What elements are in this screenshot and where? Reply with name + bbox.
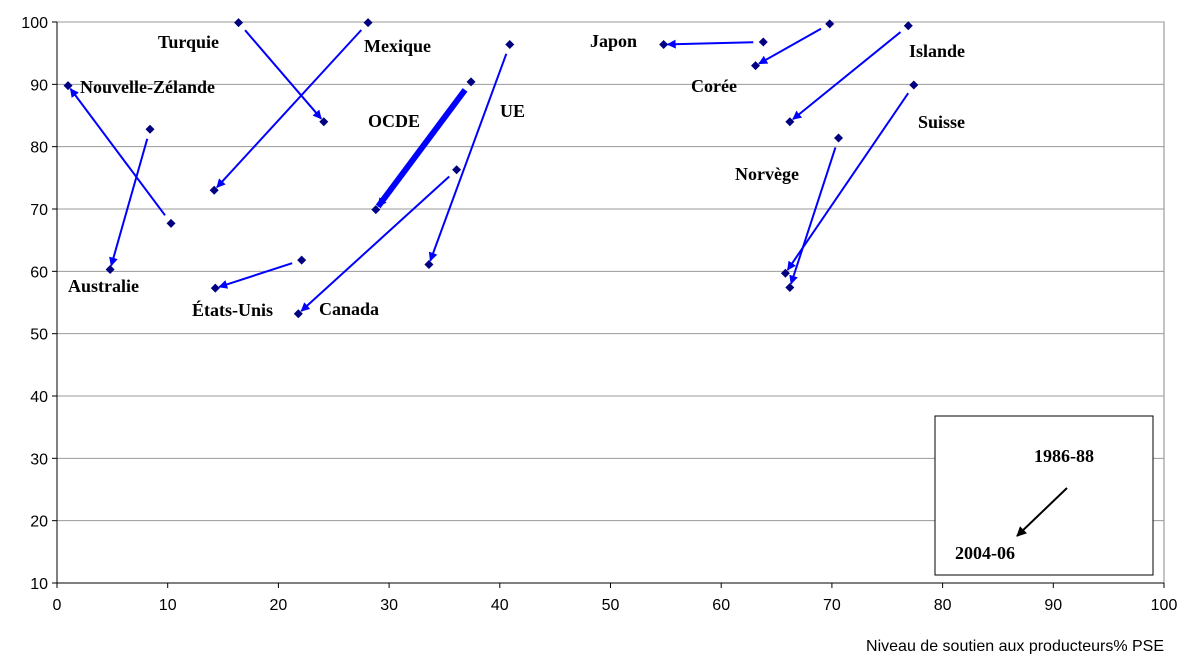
x-tick-label: 90 (1044, 597, 1062, 614)
country-label: Norvège (735, 164, 799, 184)
legend-box (934, 415, 1154, 576)
country-labels: Nouvelle-Zélande Australie Turquie Mexique É… (68, 31, 965, 320)
point-start (466, 77, 476, 87)
arrow-ocde (375, 88, 468, 209)
x-axis-title: Niveau de soutien aux producteurs% PSE (866, 638, 1164, 654)
country-label: Islande (909, 41, 965, 61)
point-start (234, 18, 244, 28)
y-tick-label: 80 (30, 140, 48, 157)
point-end (751, 61, 761, 71)
point-start (452, 165, 462, 175)
point-start (363, 18, 373, 28)
point-end (105, 264, 115, 274)
y-tick-label: 100 (21, 15, 48, 32)
x-tick-label: 50 (602, 597, 620, 614)
country-label: Australie (68, 276, 139, 296)
axes (52, 21, 1165, 588)
tick-labels: 10 20 30 40 50 60 70 80 90 100 0 10 20 30 40 50 60 70 80 90… (21, 15, 1177, 614)
x-tick-label: 40 (491, 597, 509, 614)
legend-arrow (1016, 487, 1068, 537)
point-end (210, 283, 220, 293)
arrow-norvège (789, 147, 837, 285)
arrow-nouvelle-zélande (69, 88, 166, 216)
country-label: États-Unis (192, 299, 273, 320)
y-tick-label: 70 (30, 202, 48, 219)
point-start (145, 124, 155, 134)
y-tick-label: 30 (30, 451, 48, 468)
arrow-mexique (216, 29, 363, 189)
point-start (297, 255, 307, 265)
country-label: Japon (590, 31, 637, 51)
point-end (319, 117, 329, 127)
country-label: Corée (691, 76, 737, 96)
point-end (293, 309, 303, 319)
legend: 1986-88 2004-06 (934, 415, 1154, 576)
country-label: Mexique (364, 36, 431, 56)
country-label: OCDE (368, 111, 420, 131)
point-end (209, 185, 219, 195)
x-tick-label: 60 (712, 597, 730, 614)
country-label: Suisse (918, 112, 965, 132)
arrow-turquie (244, 29, 322, 120)
country-label: UE (500, 101, 525, 121)
y-tick-label: 10 (30, 576, 48, 593)
arrow-japon (666, 39, 754, 49)
arrows (69, 27, 910, 312)
point-start (834, 133, 844, 143)
x-tick-label: 100 (1151, 597, 1178, 614)
y-tick-label: 20 (30, 514, 48, 531)
point-start (758, 37, 768, 47)
legend-from-label: 1986-88 (1034, 446, 1094, 466)
x-tick-label: 70 (823, 597, 841, 614)
arrow-corée (758, 27, 822, 65)
arrow-canada (300, 175, 450, 312)
point-end (785, 283, 795, 293)
country-label: Turquie (158, 32, 219, 52)
points (63, 18, 919, 319)
arrow-australie (109, 138, 149, 267)
point-start (903, 21, 913, 31)
y-tick-label: 60 (30, 264, 48, 281)
point-end (785, 117, 795, 127)
point-end (63, 81, 73, 91)
point-end (424, 259, 434, 269)
arrow-états-unis (218, 262, 293, 289)
point-end (371, 205, 381, 215)
arrow-ue (428, 53, 508, 262)
country-label: Canada (319, 299, 379, 319)
y-tick-label: 50 (30, 327, 48, 344)
y-tick-label: 90 (30, 77, 48, 94)
x-tick-label: 20 (270, 597, 288, 614)
x-tick-label: 0 (53, 597, 62, 614)
y-tick-label: 40 (30, 389, 48, 406)
arrow-suisse (786, 92, 910, 271)
point-start (909, 80, 919, 90)
point-end (780, 268, 790, 278)
arrow-islande (792, 31, 902, 120)
country-label: Nouvelle-Zélande (80, 77, 215, 97)
x-tick-label: 80 (934, 597, 952, 614)
point-start (166, 218, 176, 228)
x-tick-label: 30 (380, 597, 398, 614)
x-tick-label: 10 (159, 597, 177, 614)
point-start (825, 19, 835, 29)
point-end (659, 39, 669, 49)
point-start (505, 39, 515, 49)
legend-to-label: 2004-06 (955, 543, 1015, 563)
